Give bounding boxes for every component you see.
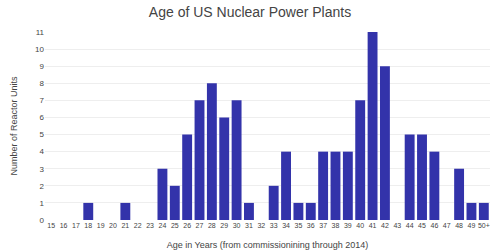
svg-text:24: 24 [159,222,167,229]
svg-text:10: 10 [35,45,44,54]
svg-text:45: 45 [418,222,426,229]
svg-text:3: 3 [40,165,45,174]
svg-text:43: 43 [393,222,401,229]
svg-text:22: 22 [134,222,142,229]
svg-text:27: 27 [196,222,204,229]
svg-text:7: 7 [40,96,45,105]
svg-text:33: 33 [270,222,278,229]
svg-text:29: 29 [220,222,228,229]
svg-text:Number of Reactor Units: Number of Reactor Units [9,76,19,176]
svg-text:23: 23 [146,222,154,229]
svg-text:36: 36 [307,222,315,229]
svg-text:38: 38 [332,222,340,229]
svg-text:9: 9 [40,62,45,71]
svg-text:5: 5 [40,130,45,139]
svg-text:41: 41 [369,222,377,229]
svg-text:34: 34 [282,222,290,229]
svg-text:19: 19 [97,222,105,229]
svg-text:50+: 50+ [478,222,490,229]
svg-text:8: 8 [40,79,45,88]
svg-text:18: 18 [84,222,92,229]
svg-text:Age of US Nuclear Power Plants: Age of US Nuclear Power Plants [149,4,351,20]
svg-text:25: 25 [171,222,179,229]
svg-text:40: 40 [356,222,364,229]
svg-text:15: 15 [47,222,55,229]
svg-text:Age in Years (from commissioni: Age in Years (from commissionining throu… [167,240,369,250]
svg-text:20: 20 [109,222,117,229]
svg-text:42: 42 [381,222,389,229]
svg-text:11: 11 [36,28,45,37]
svg-text:30: 30 [233,222,241,229]
svg-text:31: 31 [245,222,253,229]
svg-text:4: 4 [40,147,45,156]
svg-text:48: 48 [455,222,463,229]
svg-text:6: 6 [40,113,45,122]
svg-text:44: 44 [406,222,414,229]
svg-text:16: 16 [60,222,68,229]
svg-text:28: 28 [208,222,216,229]
svg-text:46: 46 [430,222,438,229]
svg-text:1: 1 [40,199,45,208]
svg-text:35: 35 [295,222,303,229]
svg-text:32: 32 [257,222,265,229]
svg-text:17: 17 [72,222,80,229]
svg-text:49: 49 [468,222,476,229]
svg-text:2: 2 [40,182,45,191]
svg-text:39: 39 [344,222,352,229]
svg-text:47: 47 [443,222,451,229]
svg-text:26: 26 [183,222,191,229]
svg-text:37: 37 [319,222,327,229]
svg-text:21: 21 [121,222,129,229]
svg-text:0: 0 [40,216,45,225]
